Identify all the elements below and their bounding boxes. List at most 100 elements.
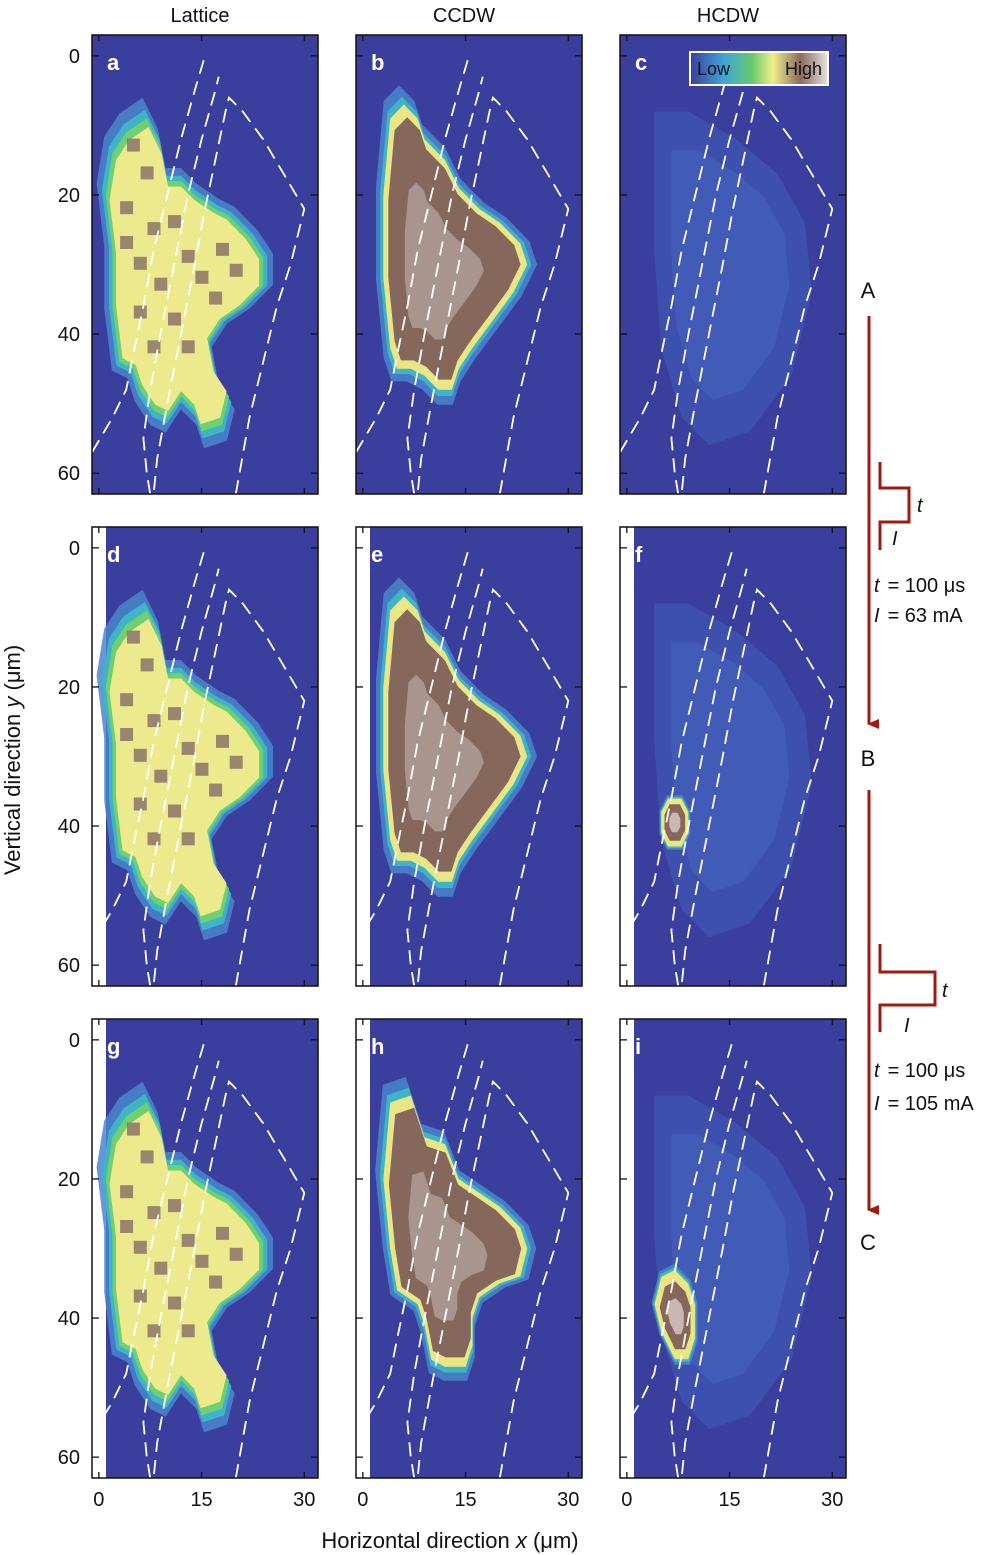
lattice-spot: [181, 832, 195, 846]
lattice-spot: [147, 340, 161, 354]
pulse1-t-label: t: [917, 495, 924, 517]
lattice-spot: [147, 832, 161, 846]
dashed-boundary-1: [92, 1039, 206, 1437]
domain-fill: [109, 619, 260, 917]
map-blank-strip: [620, 1019, 634, 1478]
pulse2-t-label: t: [942, 980, 949, 1002]
y-tick-label: 60: [58, 1447, 80, 1469]
lattice-spot: [195, 1254, 209, 1268]
lattice-spot: [229, 755, 243, 769]
dashed-boundary-1: [92, 55, 206, 453]
domain-bright-core: [669, 812, 681, 833]
lattice-spot: [181, 1233, 195, 1247]
lattice-spot: [168, 1199, 181, 1213]
lattice-spot: [216, 1226, 229, 1240]
y-tick-label: 0: [69, 46, 80, 68]
lattice-spot: [209, 783, 223, 797]
lattice-spot: [229, 263, 243, 277]
y-tick-label: 20: [58, 677, 80, 699]
panel-letter: e: [371, 542, 383, 567]
panel-letter: f: [635, 542, 643, 567]
dashed-boundary-3: [152, 1079, 306, 1478]
dashed-boundary-2: [142, 1060, 220, 1478]
y-tick-label: 20: [58, 1169, 80, 1191]
map-blank-strip: [356, 1019, 370, 1478]
dashed-boundary-2: [670, 1060, 748, 1478]
pulse-shape-1: [878, 462, 911, 550]
dashed-boundary-2: [142, 76, 220, 494]
hcdw-diffuse-core: [671, 641, 790, 893]
lattice-spot: [120, 201, 134, 215]
x-tick-label: 30: [821, 1489, 843, 1511]
pulse1-I-value: I = 63 mA: [874, 605, 963, 627]
lattice-spot: [133, 748, 147, 762]
panel-letter: a: [107, 50, 120, 75]
lattice-spot: [181, 1324, 195, 1338]
dashed-boundary-2: [670, 76, 748, 494]
lattice-spot: [154, 277, 168, 291]
panel-frame: [355, 1018, 583, 1479]
lattice-spot: [195, 270, 209, 284]
lattice-spot: [147, 1324, 161, 1338]
dashed-boundary-3: [680, 1079, 834, 1478]
dashed-boundary-1: [356, 1039, 470, 1437]
pulse2-I-value: I = 105 mA: [874, 1093, 974, 1115]
x-tick-label: 30: [557, 1489, 579, 1511]
pulse1-t-value: t = 100 μs: [874, 575, 965, 597]
panel-letter: g: [107, 1034, 120, 1059]
y-tick-label: 40: [58, 324, 80, 346]
dashed-boundary-3: [416, 587, 570, 986]
lattice-spot: [181, 741, 195, 755]
lattice-spot: [120, 1220, 134, 1233]
panel-letter: i: [635, 1034, 641, 1059]
state-a-label: A: [861, 278, 876, 303]
y-tick-label: 60: [58, 463, 80, 485]
lattice-spot: [120, 1185, 134, 1199]
dashed-boundary-1: [92, 547, 206, 945]
x-tick-label: 15: [454, 1489, 476, 1511]
x-tick-label: 0: [357, 1489, 368, 1511]
x-tick-label: 0: [93, 1489, 104, 1511]
lattice-spot: [216, 734, 229, 748]
y-tick-label: 40: [58, 1308, 80, 1330]
lattice-spot: [126, 1122, 140, 1136]
lattice-spot: [120, 728, 134, 741]
pulse-shape-2: [878, 944, 937, 1032]
lattice-spot: [147, 222, 161, 236]
panel-frame: [91, 1018, 319, 1479]
panel-frame: [91, 34, 319, 495]
dashed-boundary-2: [406, 568, 484, 986]
lattice-spot: [168, 215, 181, 229]
lattice-spot: [168, 1296, 181, 1310]
lattice-spot: [209, 291, 223, 305]
pulse2-I-label: I: [904, 1015, 910, 1037]
lattice-spot: [168, 804, 181, 818]
lattice-spot: [181, 340, 195, 354]
hcdw-diffuse-core: [671, 1133, 790, 1385]
y-tick-label: 40: [58, 816, 80, 838]
colorbar-high-label: High: [785, 59, 822, 79]
x-tick-label: 0: [621, 1489, 632, 1511]
panel-frame: [619, 526, 847, 987]
domain-fill: [109, 1111, 260, 1409]
panel-letter: d: [107, 542, 120, 567]
panel-frame: [91, 526, 319, 987]
panel-g: 0 20 40 60 0 15 30 g: [58, 1018, 319, 1511]
lattice-spot: [147, 1206, 161, 1220]
dashed-boundary-2: [142, 568, 220, 986]
hcdw-diffuse-core: [671, 149, 790, 401]
x-tick-label: 15: [190, 1489, 212, 1511]
panel-d: 0 20 40 60 d: [58, 526, 319, 987]
lattice-spot: [147, 714, 161, 728]
column-title-hcdw: HCDW: [697, 5, 759, 27]
panel-frame: [355, 34, 583, 495]
lattice-spot: [133, 256, 147, 270]
panel-a: 0 20 40 60 a: [58, 34, 319, 495]
y-axis-label: Vertical direction y (μm): [0, 645, 25, 875]
panel-i: 0 15 30 i: [619, 1018, 847, 1511]
panel-f: f: [619, 526, 847, 987]
panel-e: e: [355, 526, 583, 987]
y-tick-label: 20: [58, 185, 80, 207]
x-tick-label: 30: [293, 1489, 315, 1511]
